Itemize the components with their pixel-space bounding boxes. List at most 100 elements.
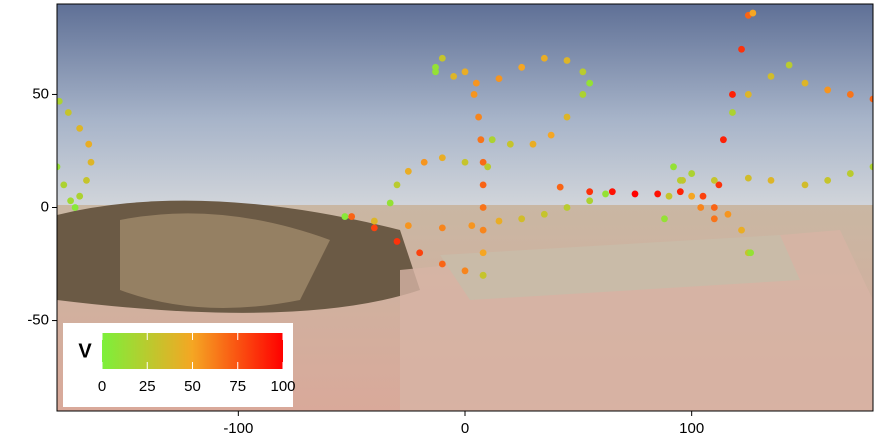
gaze-point (489, 136, 496, 143)
gaze-point (480, 181, 487, 188)
gaze-point (541, 55, 548, 62)
gaze-point (496, 218, 503, 225)
gaze-point (475, 114, 482, 121)
gaze-point (697, 204, 704, 211)
gaze-point (405, 222, 412, 229)
gaze-point (802, 80, 809, 87)
gaze-point (747, 249, 754, 256)
gaze-point (579, 91, 586, 98)
gaze-point (371, 224, 378, 231)
gaze-point (348, 213, 355, 220)
gaze-point (88, 159, 95, 166)
gaze-point (67, 197, 74, 204)
gaze-point (518, 64, 525, 71)
gaze-point (711, 177, 718, 184)
gaze-point (729, 91, 736, 98)
gaze-point (462, 267, 469, 274)
gaze-point (394, 238, 401, 245)
gaze-point (471, 91, 478, 98)
gaze-point (632, 191, 639, 198)
gaze-point (688, 193, 695, 200)
gaze-point (786, 62, 793, 69)
gaze-point (586, 197, 593, 204)
gaze-point (439, 261, 446, 268)
gaze-point (847, 91, 854, 98)
gaze-point (720, 136, 727, 143)
gaze-point (394, 181, 401, 188)
gaze-point (564, 57, 571, 64)
gaze-point (700, 193, 707, 200)
gaze-point (725, 211, 732, 218)
y-tick-label: -50 (27, 312, 49, 329)
gaze-point (745, 175, 752, 182)
gaze-point (738, 227, 745, 234)
gaze-point (473, 80, 480, 87)
gaze-point (738, 46, 745, 53)
gaze-point (468, 222, 475, 229)
gaze-point (439, 154, 446, 161)
gaze-point (548, 132, 555, 139)
gaze-point (602, 191, 609, 198)
gaze-point (745, 91, 752, 98)
gaze-point (439, 224, 446, 231)
gaze-point (65, 109, 72, 116)
gaze-point (530, 141, 537, 148)
gaze-point (670, 163, 677, 170)
gaze-point (496, 75, 503, 82)
gaze-point (802, 181, 809, 188)
gaze-point (586, 80, 593, 87)
gaze-point (462, 159, 469, 166)
gaze-point (480, 249, 487, 256)
gaze-point (462, 68, 469, 75)
gaze-point (609, 188, 616, 195)
colorbar-tick-label: 50 (184, 378, 201, 395)
gaze-point (824, 87, 831, 94)
gaze-point (450, 73, 457, 80)
colorbar-tick-label: 75 (229, 378, 246, 395)
gaze-point (83, 177, 90, 184)
gaze-point (507, 141, 514, 148)
gaze-point (666, 193, 673, 200)
gaze-point (518, 215, 525, 222)
gaze-point (824, 177, 831, 184)
gaze-point (711, 204, 718, 211)
gaze-point (387, 200, 394, 207)
chart: V -1000100-500500255075100 (0, 0, 878, 441)
gaze-point (416, 249, 423, 256)
gaze-point (480, 204, 487, 211)
gaze-point (439, 55, 446, 62)
colorbar-tick-label: 100 (270, 378, 295, 395)
gaze-point (729, 109, 736, 116)
gaze-point (711, 215, 718, 222)
x-tick-label: 0 (461, 420, 469, 437)
gaze-point (421, 159, 428, 166)
gaze-point (688, 170, 695, 177)
gaze-point (677, 188, 684, 195)
gaze-point (564, 204, 571, 211)
colorbar-label: V (78, 340, 92, 362)
gaze-point (484, 163, 491, 170)
gaze-point (432, 64, 439, 71)
gaze-point (480, 227, 487, 234)
gaze-point (557, 184, 564, 191)
gaze-point (76, 193, 83, 200)
x-tick-label: -100 (223, 420, 253, 437)
gaze-point (768, 73, 775, 80)
gaze-point (341, 213, 348, 220)
gaze-point (586, 188, 593, 195)
colorbar-tick-label: 0 (98, 378, 106, 395)
x-tick-label: 100 (679, 420, 704, 437)
gaze-point (564, 114, 571, 121)
gaze-point (579, 68, 586, 75)
gaze-point (72, 204, 79, 211)
gaze-point (847, 170, 854, 177)
gaze-point (60, 181, 67, 188)
y-tick-label: 0 (41, 198, 49, 215)
gaze-point (405, 168, 412, 175)
gaze-point (654, 191, 661, 198)
gaze-point (477, 136, 484, 143)
gaze-point (768, 177, 775, 184)
y-tick-label: 50 (32, 85, 49, 102)
gaze-point (661, 215, 668, 222)
gaze-point (480, 272, 487, 279)
